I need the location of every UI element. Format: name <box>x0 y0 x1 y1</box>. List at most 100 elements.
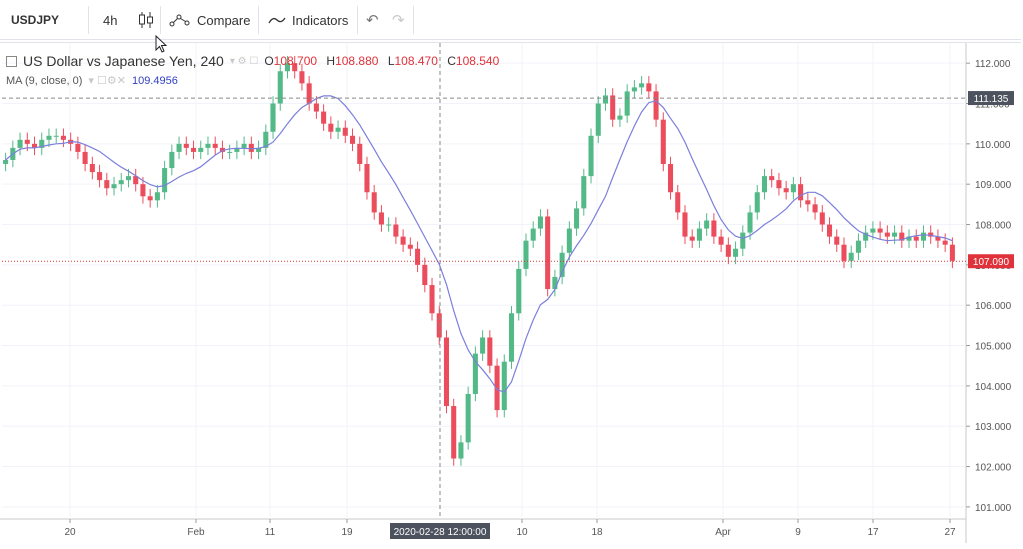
toolbar-divider <box>258 6 259 34</box>
chart-toolbar: USDJPY 4h Compare Indicators ↶ ↷ <box>0 0 1021 40</box>
candle-body <box>60 135 66 140</box>
candle-body <box>176 143 182 152</box>
candle-body <box>480 337 486 354</box>
candle-body <box>400 236 406 245</box>
low-label: L <box>387 54 395 68</box>
candlestick-icon <box>139 12 153 28</box>
symbol-button[interactable]: USDJPY <box>11 13 60 27</box>
candle-body <box>357 143 363 165</box>
compare-label: Compare <box>197 12 251 28</box>
candle-body <box>899 232 905 241</box>
candle-body <box>234 147 240 152</box>
candle-body <box>653 91 659 120</box>
candle-body <box>740 232 746 249</box>
candle-body <box>863 232 869 241</box>
candle-body <box>219 147 225 152</box>
candle-body <box>754 192 760 213</box>
candle-body <box>595 103 601 136</box>
candle-body <box>125 176 132 181</box>
candle-body <box>284 63 291 72</box>
candle-body <box>841 244 847 261</box>
indicators-icon <box>268 17 286 24</box>
y-tick-label: 103.000 <box>975 422 1012 433</box>
candle-body <box>942 240 948 245</box>
candle-body <box>39 139 45 148</box>
candle-body <box>552 276 558 290</box>
ma-value: 109.4956 <box>131 74 178 87</box>
open-label: O <box>264 54 274 68</box>
candle-body <box>422 264 428 286</box>
legend-menu-icon[interactable]: ▾ ⚙ ☐ <box>229 55 259 67</box>
candle-body <box>501 361 507 411</box>
chart-area[interactable]: 112.000111.000110.000109.000108.000107.0… <box>0 42 1021 543</box>
toolbar-divider <box>357 6 358 34</box>
candle-body <box>147 196 153 201</box>
indicators-button[interactable]: Indicators <box>268 0 348 40</box>
candle-body <box>407 244 413 249</box>
redo-button[interactable]: ↷ <box>392 0 405 40</box>
candle-body <box>610 95 616 120</box>
interval-button[interactable]: 4h <box>103 12 118 28</box>
candle-body <box>458 442 464 459</box>
candle-body <box>328 123 334 132</box>
last-price-label: 107.090 <box>973 257 1010 268</box>
candle-body <box>733 248 739 257</box>
candle-body <box>494 365 500 411</box>
candle-body <box>429 285 435 314</box>
candle-body <box>451 406 457 459</box>
high-label: H <box>326 54 336 68</box>
x-tick-label: 9 <box>795 527 801 538</box>
y-tick-label: 102.000 <box>975 463 1012 474</box>
chart-type-button[interactable] <box>138 0 154 40</box>
candle-body <box>913 236 919 241</box>
candle-body <box>761 176 768 193</box>
candle-body <box>819 212 825 225</box>
open-value: 108.700 <box>273 54 318 68</box>
candle-body <box>306 83 312 104</box>
x-tick-label: 27 <box>944 527 956 538</box>
crosshair-time-label: 2020-02-28 12:00:00 <box>394 527 487 538</box>
candle-body <box>588 135 594 177</box>
candle-body <box>624 91 630 116</box>
candle-body <box>769 176 775 181</box>
candle-body <box>335 127 341 132</box>
candle-body <box>776 180 782 189</box>
undo-button[interactable]: ↶ <box>366 0 379 40</box>
candle-body <box>884 232 890 237</box>
candle-body <box>256 147 262 152</box>
candle-body <box>870 228 876 233</box>
y-tick-label: 109.000 <box>975 180 1012 191</box>
candle-body <box>523 240 529 269</box>
candle-body <box>198 147 204 152</box>
candle-body <box>559 252 565 277</box>
candle-body <box>516 268 522 314</box>
high-value: 108.880 <box>335 54 379 68</box>
candle-body <box>667 164 674 193</box>
candle-body <box>154 192 160 201</box>
y-tick-label: 105.000 <box>975 342 1012 353</box>
toolbar-divider <box>160 6 161 34</box>
candle-body <box>790 184 796 193</box>
candle-body <box>82 151 88 165</box>
candle-body <box>97 172 103 181</box>
candle-body <box>711 220 717 237</box>
candle-body <box>826 224 833 237</box>
ma-label: MA (9, close, 0) <box>6 74 83 87</box>
candle-body <box>104 180 110 189</box>
collapse-legend-icon[interactable] <box>6 55 17 67</box>
candle-body <box>393 224 399 237</box>
y-tick-label: 104.000 <box>975 382 1012 393</box>
candle-body <box>378 212 384 225</box>
candle-body <box>292 63 298 72</box>
series-title: US Dollar vs Japanese Yen, 240 <box>23 53 224 69</box>
candle-body <box>783 188 789 193</box>
candle-body <box>581 176 587 209</box>
x-tick-label: Feb <box>187 527 205 538</box>
candle-body <box>928 232 934 237</box>
candle-body <box>263 131 269 148</box>
price-chart[interactable]: 112.000111.000110.000109.000108.000107.0… <box>0 43 1021 543</box>
compare-button[interactable]: Compare <box>169 0 250 40</box>
ma-menu-icon[interactable]: ▾ ☐⚙✕ <box>88 75 126 87</box>
x-tick-label: 10 <box>516 527 528 538</box>
candle-body <box>855 240 861 253</box>
